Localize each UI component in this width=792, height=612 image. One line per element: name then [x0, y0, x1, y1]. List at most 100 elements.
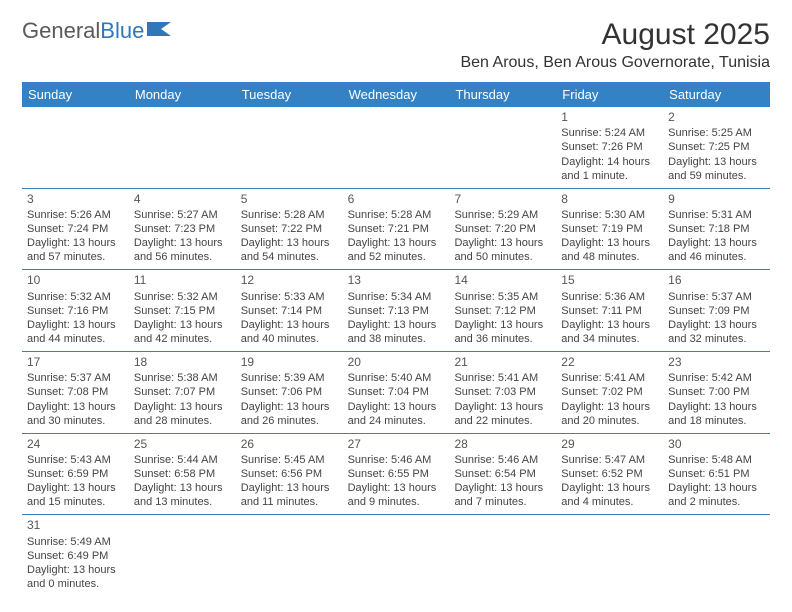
- day-number: 18: [134, 355, 231, 370]
- empty-cell: [129, 515, 236, 596]
- sunset-text: Sunset: 7:22 PM: [241, 222, 338, 236]
- sunrise-text: Sunrise: 5:43 AM: [27, 453, 124, 467]
- sunset-text: Sunset: 6:59 PM: [27, 467, 124, 481]
- empty-cell: [449, 515, 556, 596]
- day-cell: 24Sunrise: 5:43 AMSunset: 6:59 PMDayligh…: [22, 434, 129, 515]
- sunrise-text: Sunrise: 5:45 AM: [241, 453, 338, 467]
- sunset-text: Sunset: 7:07 PM: [134, 385, 231, 399]
- sunrise-text: Sunrise: 5:32 AM: [27, 290, 124, 304]
- day-number: 10: [27, 273, 124, 288]
- day-number: 20: [348, 355, 445, 370]
- daylight-text: Daylight: 13 hours and 28 minutes.: [134, 400, 231, 428]
- daylight-text: Daylight: 13 hours and 46 minutes.: [668, 236, 765, 264]
- weekday-header: Monday: [129, 82, 236, 107]
- daylight-text: Daylight: 13 hours and 48 minutes.: [561, 236, 658, 264]
- logo: GeneralBlue: [22, 18, 173, 44]
- logo-flag-icon: [147, 20, 173, 38]
- day-cell: 17Sunrise: 5:37 AMSunset: 7:08 PMDayligh…: [22, 352, 129, 433]
- sunset-text: Sunset: 6:55 PM: [348, 467, 445, 481]
- sunrise-text: Sunrise: 5:42 AM: [668, 371, 765, 385]
- week-row: 17Sunrise: 5:37 AMSunset: 7:08 PMDayligh…: [22, 352, 770, 434]
- sunset-text: Sunset: 6:51 PM: [668, 467, 765, 481]
- month-title: August 2025: [460, 18, 770, 52]
- day-number: 7: [454, 192, 551, 207]
- empty-cell: [236, 107, 343, 188]
- day-number: 17: [27, 355, 124, 370]
- sunrise-text: Sunrise: 5:46 AM: [454, 453, 551, 467]
- calendar: Sunday Monday Tuesday Wednesday Thursday…: [22, 82, 770, 596]
- empty-cell: [129, 107, 236, 188]
- sunrise-text: Sunrise: 5:28 AM: [241, 208, 338, 222]
- daylight-text: Daylight: 13 hours and 18 minutes.: [668, 400, 765, 428]
- day-number: 16: [668, 273, 765, 288]
- location: Ben Arous, Ben Arous Governorate, Tunisi…: [460, 54, 770, 72]
- day-cell: 19Sunrise: 5:39 AMSunset: 7:06 PMDayligh…: [236, 352, 343, 433]
- week-row: 24Sunrise: 5:43 AMSunset: 6:59 PM Dayligh…: [22, 434, 770, 516]
- day-cell: 8Sunrise: 5:30 AMSunset: 7:19 PMDaylight…: [556, 189, 663, 270]
- day-number: 25: [134, 437, 231, 452]
- day-cell: 20Sunrise: 5:40 AMSunset: 7:04 PMDayligh…: [343, 352, 450, 433]
- sunrise-text: Sunrise: 5:41 AM: [561, 371, 658, 385]
- sunrise-text: Sunrise: 5:33 AM: [241, 290, 338, 304]
- day-number: 2: [668, 110, 765, 125]
- day-cell: 23Sunrise: 5:42 AMSunset: 7:00 PMDayligh…: [663, 352, 770, 433]
- daylight-text: Daylight: 13 hours and 59 minutes.: [668, 155, 765, 183]
- day-cell: 3Sunrise: 5:26 AMSunset: 7:24 PMDaylight…: [22, 189, 129, 270]
- sunset-text: Sunset: 7:13 PM: [348, 304, 445, 318]
- sunset-text: Sunset: 6:54 PM: [454, 467, 551, 481]
- day-number: 22: [561, 355, 658, 370]
- sunrise-text: Sunrise: 5:38 AM: [134, 371, 231, 385]
- day-cell: 1Sunrise: 5:24 AMSunset: 7:26 PMDaylight…: [556, 107, 663, 188]
- day-cell: 27Sunrise: 5:46 AMSunset: 6:55 PMDayligh…: [343, 434, 450, 515]
- day-cell: 6Sunrise: 5:28 AMSunset: 7:21 PMDaylight…: [343, 189, 450, 270]
- sunrise-text: Sunrise: 5:36 AM: [561, 290, 658, 304]
- sunrise-text: Sunrise: 5:30 AM: [561, 208, 658, 222]
- sunset-text: Sunset: 7:16 PM: [27, 304, 124, 318]
- day-cell: 31Sunrise: 5:49 AMSunset: 6:49 PMDayligh…: [22, 515, 129, 596]
- weekday-header: Tuesday: [236, 82, 343, 107]
- title-block: August 2025 Ben Arous, Ben Arous Governo…: [460, 18, 770, 72]
- sunset-text: Sunset: 6:52 PM: [561, 467, 658, 481]
- week-row: 3Sunrise: 5:26 AMSunset: 7:24 PMDaylight…: [22, 189, 770, 271]
- day-number: 13: [348, 273, 445, 288]
- sunset-text: Sunset: 7:06 PM: [241, 385, 338, 399]
- sunrise-text: Sunrise: 5:28 AM: [348, 208, 445, 222]
- weekday-header: Wednesday: [343, 82, 450, 107]
- daylight-text: Daylight: 13 hours and 44 minutes.: [27, 318, 124, 346]
- weekday-header-row: Sunday Monday Tuesday Wednesday Thursday…: [22, 82, 770, 107]
- sunset-text: Sunset: 7:00 PM: [668, 385, 765, 399]
- daylight-text: Daylight: 13 hours and 22 minutes.: [454, 400, 551, 428]
- day-number: 6: [348, 192, 445, 207]
- header: GeneralBlue August 2025 Ben Arous, Ben A…: [22, 18, 770, 72]
- day-number: 31: [27, 518, 124, 533]
- day-cell: 14Sunrise: 5:35 AMSunset: 7:12 PMDayligh…: [449, 270, 556, 351]
- sunset-text: Sunset: 7:14 PM: [241, 304, 338, 318]
- weekday-header: Friday: [556, 82, 663, 107]
- sunset-text: Sunset: 7:03 PM: [454, 385, 551, 399]
- logo-text-1: General: [22, 18, 100, 44]
- day-number: 30: [668, 437, 765, 452]
- daylight-text: Daylight: 13 hours and 2 minutes.: [668, 481, 765, 509]
- daylight-text: Daylight: 13 hours and 4 minutes.: [561, 481, 658, 509]
- day-number: 8: [561, 192, 658, 207]
- daylight-text: Daylight: 13 hours and 40 minutes.: [241, 318, 338, 346]
- day-cell: 22Sunrise: 5:41 AMSunset: 7:02 PMDayligh…: [556, 352, 663, 433]
- day-number: 24: [27, 437, 124, 452]
- sunset-text: Sunset: 6:58 PM: [134, 467, 231, 481]
- day-number: 9: [668, 192, 765, 207]
- daylight-text: Daylight: 13 hours and 34 minutes.: [561, 318, 658, 346]
- day-cell: 4Sunrise: 5:27 AMSunset: 7:23 PMDaylight…: [129, 189, 236, 270]
- day-number: 26: [241, 437, 338, 452]
- sunrise-text: Sunrise: 5:32 AM: [134, 290, 231, 304]
- sunrise-text: Sunrise: 5:24 AM: [561, 126, 658, 140]
- sunset-text: Sunset: 7:25 PM: [668, 140, 765, 154]
- day-cell: 30Sunrise: 5:48 AMSunset: 6:51 PMDayligh…: [663, 434, 770, 515]
- sunrise-text: Sunrise: 5:46 AM: [348, 453, 445, 467]
- empty-cell: [343, 515, 450, 596]
- daylight-text: Daylight: 13 hours and 7 minutes.: [454, 481, 551, 509]
- sunrise-text: Sunrise: 5:34 AM: [348, 290, 445, 304]
- day-number: 3: [27, 192, 124, 207]
- sunrise-text: Sunrise: 5:37 AM: [27, 371, 124, 385]
- logo-text-2: Blue: [100, 18, 144, 44]
- day-cell: 26Sunrise: 5:45 AMSunset: 6:56 PMDayligh…: [236, 434, 343, 515]
